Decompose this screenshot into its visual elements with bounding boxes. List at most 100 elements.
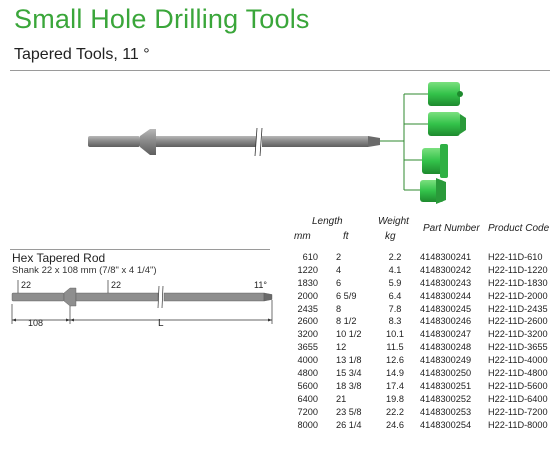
cell-code: H22-11D-2600 [488,316,548,327]
cell-part: 4148300243 [420,277,472,288]
page-title: Small Hole Drilling Tools [14,4,310,34]
dim-22-left-label: 22 [21,280,31,290]
mm-header: mm [294,231,311,242]
cell-mm: 1830 [297,277,318,288]
cell-kg: 10.1 [386,329,404,340]
table-row: 4000 13 1/8 12.6 4148300249 H22-11D-4000 [280,355,555,368]
table-row: 2435 8 7.8 4148300245 H22-11D-2435 [280,304,555,317]
cell-kg: 11.5 [386,342,404,353]
cell-code: H22-11D-5600 [488,380,548,391]
table-row: 2600 8 1/2 8.3 4148300246 H22-11D-2600 [280,316,555,329]
rod-table: 610 2 2.2 4148300241 H22-11D-610 1220 4 4.1 4148… [280,252,555,432]
cell-ft: 6 5/9 [336,290,357,301]
section-subtitle: Shank 22 x 108 mm (7/8" x 4 1/4") [12,265,157,276]
cell-mm: 5600 [297,380,318,391]
cell-ft: 26 1/4 [336,419,362,430]
cell-kg: 14.9 [386,368,404,379]
cell-mm: 2600 [297,316,318,327]
cell-mm: 4800 [297,368,318,379]
table-row: 1830 6 5.9 4148300243 H22-11D-1830 [280,278,555,291]
kg-header: kg [385,231,396,242]
cell-mm: 610 [302,252,318,262]
angle-label: 11° [254,280,267,290]
cell-code: H22-11D-2000 [488,290,548,301]
cell-code: H22-11D-2435 [488,303,548,314]
cell-part: 4148300251 [420,380,472,391]
cell-part: 4148300245 [420,303,472,314]
ft-header: ft [343,231,349,242]
cell-kg: 19.8 [386,393,404,404]
cell-mm: 8000 [297,419,318,430]
table-row: 3200 10 1/2 10.1 4148300247 H22-11D-3200 [280,329,555,342]
cell-mm: 6400 [297,393,318,404]
button-bit-1 [428,82,463,106]
cell-part: 4148300254 [420,419,472,430]
rod-image [88,127,380,157]
cell-mm: 7200 [297,406,318,417]
cell-kg: 2.2 [388,252,402,262]
cell-ft: 8 [336,303,342,314]
cell-kg: 8.3 [388,316,402,327]
cell-kg: 12.6 [386,355,404,366]
button-bit-2 [428,112,466,136]
cell-code: H22-11D-1830 [488,277,548,288]
cell-code: H22-11D-1220 [488,264,548,275]
cell-ft: 12 [336,342,347,353]
cell-code: H22-11D-3655 [488,342,548,353]
cell-kg: 7.8 [388,303,402,314]
table-row: 7200 23 5/8 22.2 4148300253 H22-11D-7200 [280,407,555,420]
dim-22-mid-label: 22 [111,280,121,290]
table-row: 3655 12 11.5 4148300248 H22-11D-3655 [280,342,555,355]
cell-mm: 4000 [297,355,318,366]
table-row: 610 2 2.2 4148300241 H22-11D-610 [280,252,555,265]
cell-ft: 4 [336,264,342,275]
cell-code: H22-11D-7200 [488,406,548,417]
product-code-header: Product Code [488,223,550,234]
table-row: 4800 15 3/4 14.9 4148300250 H22-11D-4800 [280,368,555,381]
cell-part: 4148300246 [420,316,472,327]
table-row: 5600 18 3/8 17.4 4148300251 H22-11D-5600 [280,381,555,394]
cell-code: H22-11D-610 [488,252,543,262]
cell-kg: 5.9 [388,277,402,288]
page-subtitle: Tapered Tools, 11 ° [14,46,150,63]
table-row: 2000 6 5/9 6.4 4148300244 H22-11D-2000 [280,291,555,304]
table-row: 1220 4 4.1 4148300242 H22-11D-1220 [280,265,555,278]
cell-part: 4148300248 [420,342,472,353]
cell-ft: 15 3/4 [336,368,362,379]
cell-code: H22-11D-6400 [488,393,548,404]
cell-part: 4148300249 [420,355,472,366]
button-bit-3 [422,144,448,178]
cell-kg: 4.1 [388,264,402,275]
table-row: 8000 26 1/4 24.6 4148300254 H22-11D-8000 [280,420,555,433]
section-title: Hex Tapered Rod [12,251,106,265]
weight-header: Weight [378,216,409,227]
cell-ft: 8 1/2 [336,316,357,327]
dim-108-label: 108 [28,318,43,328]
bit-connector-lines [380,93,428,191]
cell-ft: 18 3/8 [336,380,362,391]
dim-L-label: L [158,318,164,329]
tapered-rod-illustration [88,82,466,204]
cell-part: 4148300242 [420,264,472,275]
cell-part: 4148300250 [420,368,472,379]
rod-dimension-diagram: 22 22 108 L 11° [11,280,273,329]
cell-mm: 2000 [297,290,318,301]
length-header: Length [312,216,343,227]
cell-code: H22-11D-4000 [488,355,548,366]
cell-kg: 22.2 [386,406,404,417]
cell-part: 4148300253 [420,406,472,417]
cell-ft: 21 [336,393,347,404]
cell-ft: 2 [336,252,342,262]
cell-ft: 23 5/8 [336,406,362,417]
cell-code: H22-11D-8000 [488,419,548,430]
table-row: 6400 21 19.8 4148300252 H22-11D-6400 [280,394,555,407]
cell-kg: 24.6 [386,419,404,430]
dimension-lines [11,280,273,324]
cell-kg: 6.4 [388,290,402,301]
cell-code: H22-11D-4800 [488,368,548,379]
cell-mm: 3655 [297,342,318,353]
cell-part: 4148300252 [420,393,472,404]
cell-mm: 1220 [297,264,318,275]
rod-drawing [11,287,273,307]
section-divider [10,249,270,250]
